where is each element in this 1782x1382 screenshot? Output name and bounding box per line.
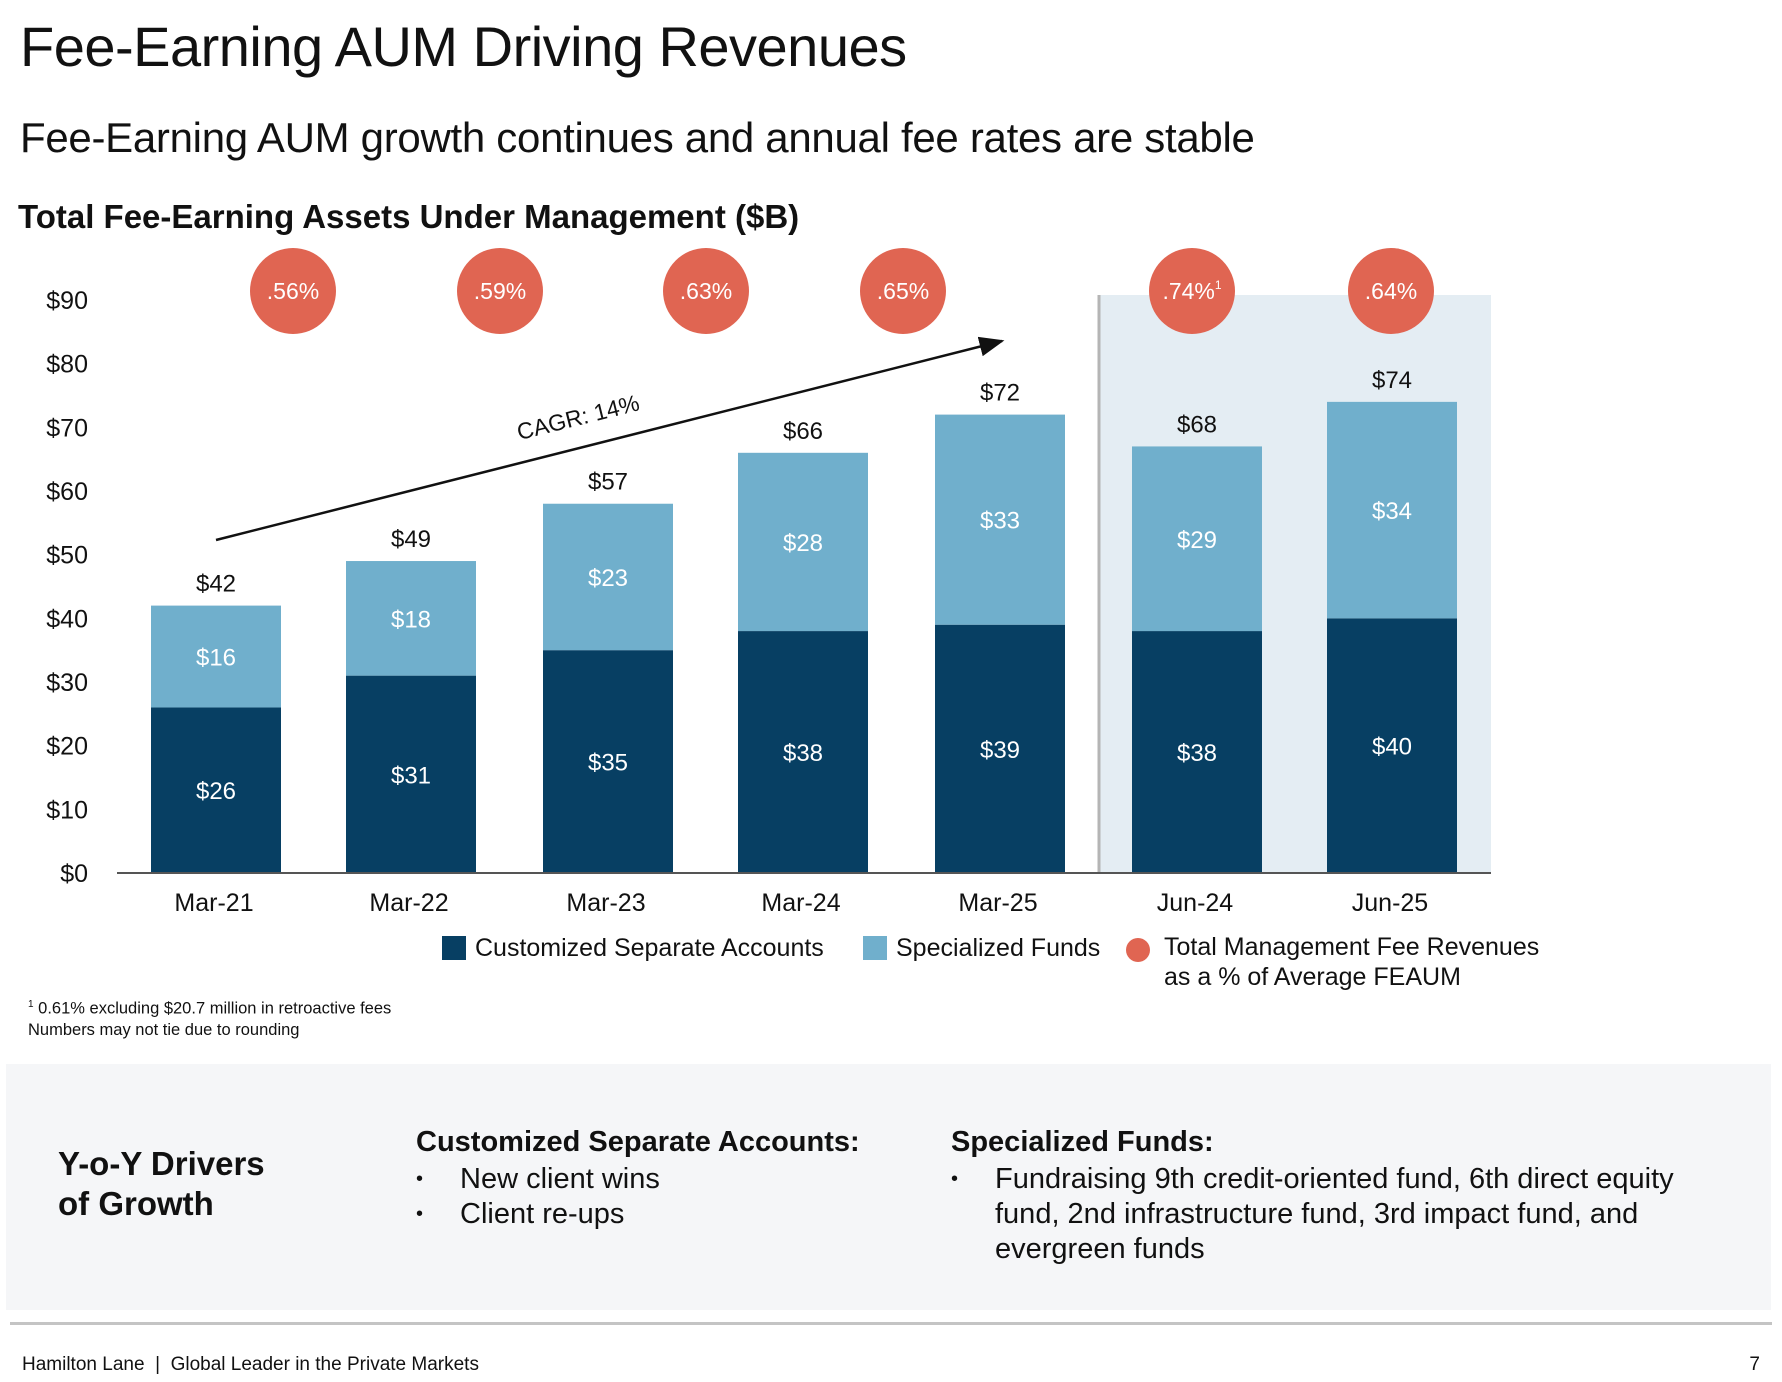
total-label: $57 [588, 469, 628, 496]
data-label-sf: $23 [588, 565, 628, 592]
chart-title: Total Fee-Earning Assets Under Managemen… [18, 198, 800, 235]
bar-csa [151, 707, 281, 873]
fee-rate-circle [860, 248, 946, 334]
bar-csa [738, 631, 868, 873]
bar-csa [1132, 631, 1262, 873]
x-tick-label: Mar-21 [174, 889, 253, 917]
cagr-arrow [215, 336, 1005, 542]
y-tick-label: $40 [46, 605, 88, 633]
data-label-sf: $28 [783, 530, 823, 557]
growth-drivers-panel: Y-o-Y Drivers of Growth Customized Separ… [6, 1064, 1771, 1310]
list-item: Fundraising 9th credit-oriented fund, 6t… [951, 1162, 1741, 1267]
fee-rate-label: .64% [1365, 278, 1417, 304]
data-label-csa: $26 [196, 778, 236, 805]
data-label-sf: $33 [980, 508, 1020, 535]
legend-label-csa: Customized Separate Accounts [475, 934, 824, 962]
data-label-csa: $38 [783, 740, 823, 767]
bar-specialized-funds [738, 452, 868, 632]
fee-rate-circle [663, 248, 749, 334]
sf-heading: Specialized Funds: [951, 1126, 1214, 1158]
total-label: $42 [196, 571, 236, 598]
fee-rate-label: .74%1 [1162, 278, 1221, 304]
legend-item-csa: Customized Separate Accounts [442, 934, 824, 963]
bar-csa [935, 624, 1065, 873]
page-number: 7 [1749, 1354, 1760, 1375]
total-label: $49 [391, 526, 431, 553]
footer-divider [10, 1322, 1772, 1325]
fee-rate-circle [457, 248, 543, 334]
total-label: $72 [980, 380, 1020, 407]
sf-list: Fundraising 9th credit-oriented fund, 6t… [951, 1162, 1741, 1267]
x-tick-label: Mar-22 [369, 889, 448, 917]
footnote-1: 0.61% excluding $20.7 million in retroac… [38, 999, 392, 1018]
bar-specialized-funds [151, 605, 281, 708]
data-label-sf: $34 [1372, 498, 1412, 525]
legend-swatch-sf [863, 936, 887, 960]
y-tick-label: $10 [46, 796, 88, 824]
list-item: Client re-ups [416, 1197, 660, 1232]
y-tick-label: $20 [46, 733, 88, 761]
legend-item-sf: Specialized Funds [863, 934, 1100, 963]
x-tick-label: Mar-25 [958, 889, 1037, 917]
legend-label-fee-rate-line2: as a % of Average FEAUM [1164, 963, 1461, 991]
bar-csa [1327, 618, 1457, 873]
legend-dot-fee-rate [1126, 938, 1150, 962]
csa-heading: Customized Separate Accounts: [416, 1126, 860, 1158]
y-tick-label: $60 [46, 478, 88, 506]
y-tick-label: $0 [60, 860, 88, 888]
total-label: $66 [783, 418, 823, 445]
y-tick-label: $80 [46, 351, 88, 379]
footnote-marker: 1 [28, 999, 34, 1010]
bar-specialized-funds [1132, 446, 1262, 632]
drivers-title-line2: of Growth [58, 1185, 214, 1222]
fee-rate-label: .65% [877, 278, 929, 304]
bar-specialized-funds [935, 414, 1065, 625]
x-tick-label: Mar-23 [566, 889, 645, 917]
footer-text: Hamilton Lane | Global Leader in the Pri… [22, 1354, 479, 1375]
fee-rate-label: .59% [474, 278, 526, 304]
legend-swatch-csa [442, 936, 466, 960]
page-subtitle: Fee-Earning AUM growth continues and ann… [20, 114, 1255, 161]
page-title: Fee-Earning AUM Driving Revenues [20, 15, 907, 78]
fee-rate-label: .56% [267, 278, 319, 304]
drivers-title-line1: Y-o-Y Drivers [58, 1145, 265, 1182]
data-label-csa: $38 [1177, 740, 1217, 767]
data-label-csa: $35 [588, 750, 628, 777]
data-label-csa: $40 [1372, 734, 1412, 761]
y-tick-label: $30 [46, 669, 88, 697]
data-label-sf: $29 [1177, 527, 1217, 554]
x-tick-label: Jun-25 [1352, 889, 1428, 917]
total-label: $68 [1177, 411, 1217, 438]
footnote-marker: 1 [1215, 278, 1222, 292]
bar-specialized-funds [1327, 401, 1457, 619]
bar-specialized-funds [346, 561, 476, 676]
fee-rate-circle [1149, 248, 1235, 334]
legend-label-sf: Specialized Funds [896, 934, 1101, 962]
bar-csa [346, 675, 476, 873]
data-label-csa: $39 [980, 737, 1020, 764]
list-item: New client wins [416, 1162, 660, 1197]
legend-label-fee-rate-line1: Total Management Fee Revenues [1164, 933, 1540, 961]
footnote-2: Numbers may not tie due to rounding [28, 1020, 300, 1039]
fee-rate-label: .63% [680, 278, 732, 304]
data-label-csa: $31 [391, 762, 431, 789]
stacked-bar-chart: $0 $10 $20 $30 $40 $50 $60 $70 $80 $90 $26 $16 $42 Ma… [46, 248, 1491, 917]
fee-rate-circle [250, 248, 336, 334]
x-tick-label: Mar-24 [761, 889, 840, 917]
total-label: $74 [1372, 367, 1412, 394]
footnotes: 1 0.61% excluding $20.7 million in retro… [28, 994, 391, 1041]
y-tick-label: $50 [46, 542, 88, 570]
y-tick-label: $70 [46, 414, 88, 442]
legend-item-fee-rate: Total Management Fee Revenues as a % of … [1126, 932, 1539, 992]
csa-list: New client wins Client re-ups [416, 1162, 660, 1232]
bar-specialized-funds [543, 503, 673, 651]
data-label-sf: $18 [391, 606, 431, 633]
data-label-sf: $16 [196, 645, 236, 672]
drivers-title: Y-o-Y Drivers of Growth [58, 1144, 265, 1224]
fee-rate-circle [1348, 248, 1434, 334]
y-tick-label: $90 [46, 287, 88, 315]
x-tick-label: Jun-24 [1157, 889, 1234, 917]
bar-csa [543, 650, 673, 873]
